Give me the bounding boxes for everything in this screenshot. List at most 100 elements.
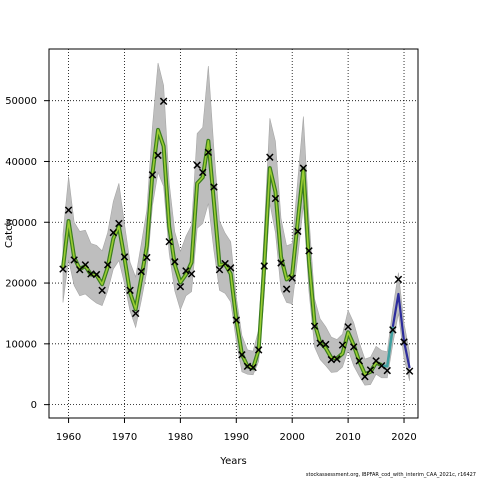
observed-point-stroke xyxy=(299,164,308,172)
observed-point xyxy=(154,151,162,160)
observed-point xyxy=(165,237,173,246)
fitted-lines xyxy=(60,127,411,377)
observed-point-stroke xyxy=(226,264,235,272)
observed-point xyxy=(266,153,274,161)
observed-point xyxy=(400,338,408,346)
observed-point-stroke xyxy=(333,355,341,363)
observed-point xyxy=(120,253,129,261)
observed-point xyxy=(159,97,168,106)
observed-point xyxy=(282,285,291,293)
fitted-line-interim-late xyxy=(391,292,411,369)
observed-point-stroke xyxy=(305,247,313,255)
observed-point-stroke xyxy=(349,343,358,351)
observed-point-stroke xyxy=(159,97,168,106)
observed-point-stroke xyxy=(103,261,112,269)
observed-point-stroke xyxy=(361,372,369,381)
observed-point-stroke xyxy=(187,270,196,278)
observed-point-stroke xyxy=(271,194,280,203)
observed-point-stroke xyxy=(215,265,224,274)
observed-point-stroke xyxy=(199,168,207,177)
observed-point-stroke xyxy=(171,258,179,266)
observed-point-stroke xyxy=(59,265,67,273)
observed-point xyxy=(254,346,263,354)
observed-point-stroke xyxy=(64,206,73,214)
observed-point-stroke xyxy=(204,148,213,157)
y-tick-label: 30000 xyxy=(5,218,37,229)
observed-point-stroke xyxy=(143,253,151,262)
observed-point-stroke xyxy=(92,270,101,279)
observed-point-stroke xyxy=(366,366,375,374)
observed-point xyxy=(226,264,235,272)
observed-point xyxy=(383,366,391,375)
observed-point-stroke xyxy=(210,183,218,191)
x-tick-label: 1990 xyxy=(224,432,249,443)
observed-point xyxy=(204,148,213,157)
x-tick-label: 1970 xyxy=(112,432,137,443)
observed-markers xyxy=(59,97,414,381)
observed-point xyxy=(299,164,308,172)
observed-point xyxy=(187,270,196,278)
observed-point xyxy=(355,357,364,365)
observed-point xyxy=(199,168,207,177)
y-axis: 0 10000 20000 30000 40000 50000 xyxy=(5,96,49,411)
observed-point-stroke xyxy=(394,275,403,284)
observed-point xyxy=(288,274,296,282)
observed-point xyxy=(137,267,145,276)
observed-point xyxy=(182,267,190,275)
observed-point-stroke xyxy=(316,339,324,347)
observed-point-stroke xyxy=(344,323,352,331)
observed-point xyxy=(271,194,280,203)
observed-point-stroke xyxy=(165,237,173,246)
observed-point-stroke xyxy=(193,161,201,169)
observed-point-stroke xyxy=(389,326,397,334)
observed-point-stroke xyxy=(260,262,268,270)
observed-point-stroke xyxy=(377,361,386,370)
observed-point xyxy=(338,341,347,349)
y-tick-label: 10000 xyxy=(5,339,37,350)
observed-point-stroke xyxy=(137,267,145,276)
observed-point xyxy=(215,265,224,274)
y-axis-label: Catch xyxy=(4,219,15,248)
x-tick-label: 2000 xyxy=(279,432,304,443)
observed-point xyxy=(148,171,157,179)
observed-point xyxy=(349,343,358,351)
observed-point-stroke xyxy=(383,366,391,375)
observed-point-stroke xyxy=(249,363,257,372)
observed-point xyxy=(98,286,106,295)
observed-point xyxy=(294,227,302,236)
x-tick-label: 1960 xyxy=(56,432,81,443)
observed-point xyxy=(322,340,330,349)
observed-point xyxy=(389,326,397,334)
observed-point-stroke xyxy=(120,253,129,261)
x-tick-label: 2020 xyxy=(391,432,416,443)
fitted-line-overlay xyxy=(62,129,382,376)
observed-point xyxy=(243,362,252,371)
observed-point-stroke xyxy=(81,261,90,269)
observed-point xyxy=(64,206,73,214)
observed-point-stroke xyxy=(154,151,162,160)
observed-point xyxy=(126,286,134,295)
y-tick-label: 0 xyxy=(31,400,37,411)
observed-point xyxy=(344,323,352,331)
observed-point-stroke xyxy=(372,357,380,365)
x-tick-label: 2010 xyxy=(335,432,360,443)
y-tick-label: 40000 xyxy=(5,157,37,168)
observed-point xyxy=(260,262,268,270)
observed-point-stroke xyxy=(277,259,285,267)
observed-point xyxy=(305,247,313,255)
observed-point-stroke xyxy=(355,357,364,365)
observed-point xyxy=(210,183,218,191)
observed-point xyxy=(310,322,319,330)
observed-point xyxy=(277,259,285,267)
observed-point-stroke xyxy=(70,256,78,264)
observed-point-stroke xyxy=(288,274,296,282)
observed-point xyxy=(366,366,375,374)
x-axis: 1960 1970 1980 1990 2000 2010 2020 xyxy=(56,418,417,443)
observed-point-stroke xyxy=(176,282,185,291)
observed-point xyxy=(193,161,201,169)
observed-point xyxy=(176,282,185,291)
x-tick-label: 1980 xyxy=(168,432,193,443)
observed-point xyxy=(131,309,140,318)
observed-point-stroke xyxy=(327,355,336,364)
